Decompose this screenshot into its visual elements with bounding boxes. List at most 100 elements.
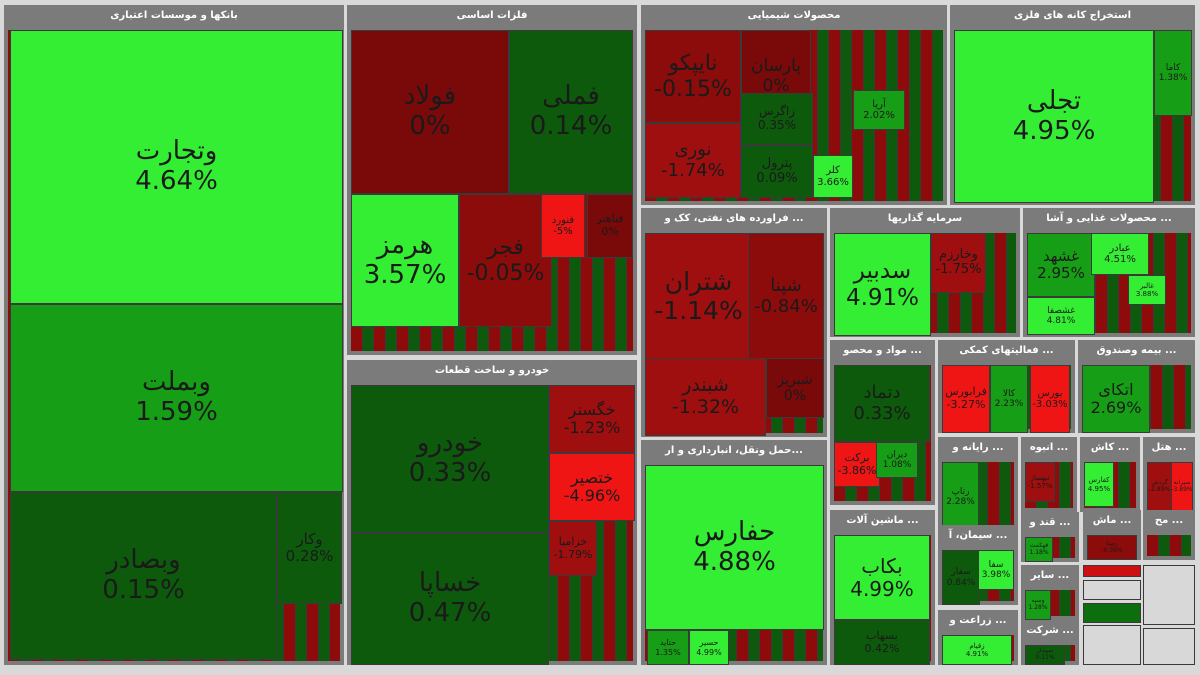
stock-tile[interactable]: برکت -3.86% [834, 442, 880, 487]
stock-name: شتران [664, 266, 733, 296]
stock-name: حسیر [699, 638, 719, 648]
stock-tile[interactable]: وسپه 1.28% [1025, 590, 1051, 620]
stock-name: فولاد [403, 81, 457, 112]
stock-change: 4.51% [1104, 254, 1136, 265]
stock-tile[interactable]: سپیدار 0.11% [1025, 645, 1065, 665]
stock-name: خودرو [416, 428, 484, 459]
stock-tile[interactable]: فجر -0.05% [459, 194, 552, 327]
sector-box: استخراج کانه های فلزی تجلی 4.95% کاما 1.38% [950, 5, 1195, 205]
stock-tile[interactable]: سفار 0.84% [942, 550, 980, 605]
stock-name: وبملت [142, 367, 211, 398]
stock-tile[interactable]: قهکمت 1.18% [1025, 537, 1053, 562]
stock-tile[interactable]: سفا 3.98% [978, 550, 1014, 590]
stock-tile[interactable]: دتماد 0.33% [834, 365, 930, 442]
stock-tile[interactable]: تجلی 4.95% [954, 30, 1154, 203]
stock-tile[interactable]: شپنا -0.84% [748, 233, 824, 360]
stock-tile[interactable]: ختصیر -4.96% [549, 453, 635, 521]
stock-tile[interactable]: کفارس 4.95% [1084, 462, 1114, 507]
stock-tile[interactable]: بسهاب 0.42% [834, 620, 930, 665]
stock-tile[interactable]: نایپکو -0.15% [645, 30, 741, 123]
stock-change: 0.84% [946, 577, 976, 588]
stock-tile[interactable]: نوری -1.74% [645, 123, 741, 198]
filler-cell [1143, 628, 1195, 665]
stock-tile[interactable]: وکار 0.28% [277, 492, 342, 604]
stock-tile[interactable]: خگستر -1.23% [549, 385, 635, 453]
stock-tile[interactable]: خزامیا -1.79% [549, 521, 597, 576]
stock-tile[interactable]: کاما 1.38% [1154, 30, 1192, 116]
stock-change: 1.35% [655, 647, 681, 657]
stock-tile[interactable]: ثبهساز -1.57% [1025, 462, 1055, 502]
stock-tile[interactable]: غشصفا 4.81% [1027, 297, 1095, 335]
sector-title: ... مح [1154, 515, 1184, 526]
stock-name: کالا [1002, 388, 1016, 399]
stock-change: 0% [783, 388, 807, 404]
stock-change: -0.15% [654, 76, 732, 102]
stock-tile[interactable]: خودرو 0.33% [351, 385, 549, 533]
stock-change: -1.74% [661, 159, 725, 181]
stock-change: 0.33% [408, 458, 492, 488]
stock-tile[interactable]: رمپنا -0.36% [1087, 535, 1137, 560]
stock-tile[interactable]: وتجارت 4.64% [10, 30, 343, 304]
stock-tile[interactable]: کلر 3.66% [813, 155, 853, 198]
stock-tile[interactable]: سپرانه -3.89% [1171, 462, 1193, 512]
stock-name: سفار [951, 567, 971, 578]
stock-tile[interactable]: وبملت 1.59% [10, 304, 343, 492]
stock-tile[interactable]: فولاد 0% [351, 30, 509, 194]
stock-tile[interactable]: دیران 1.08% [876, 442, 918, 478]
stock-change: 0.11% [1035, 654, 1055, 661]
stock-tile[interactable]: فنورد -5% [541, 194, 585, 258]
stock-name: فملی [542, 81, 600, 112]
stock-tile[interactable]: زاگرس 0.35% [741, 93, 813, 145]
stock-change: 0% [409, 111, 451, 141]
sector-box: ... هتل گردش -2.89% سپرانه -3.89% [1143, 437, 1195, 512]
stock-tile[interactable]: شبندر -1.32% [645, 358, 766, 436]
stock-tile[interactable]: شبریز 0% [766, 358, 824, 418]
stock-tile[interactable]: پترول 0.09% [741, 145, 813, 198]
sector-title: سرمایه گذاریها [887, 213, 963, 224]
stock-tile[interactable]: سدبیر 4.91% [834, 233, 931, 336]
sector-title: ... مواد و محصو [843, 345, 922, 356]
filler-cell [1083, 603, 1141, 623]
stock-tile[interactable]: حسیر 4.99% [689, 630, 729, 665]
stock-tile[interactable]: اتکای 2.69% [1082, 365, 1150, 433]
stock-name: سفا [988, 559, 1004, 570]
stock-tile[interactable]: فباهنر 0% [587, 194, 633, 258]
stock-tile[interactable]: هرمز 3.57% [351, 194, 459, 327]
stock-name: عبادر [1109, 242, 1131, 254]
stock-tile[interactable]: آریا 2.02% [853, 90, 905, 130]
stock-name: نوری [674, 138, 712, 160]
stock-change: 4.91% [845, 284, 920, 311]
stock-tile[interactable]: کالا 2.23% [990, 365, 1028, 433]
stock-tile[interactable]: عبادر 4.51% [1091, 233, 1149, 275]
stock-tile[interactable]: خساپا 0.47% [351, 533, 549, 665]
stock-change: 0% [762, 75, 790, 96]
sector-title: ... ماشین آلات [846, 515, 919, 526]
stock-name: دیران [886, 449, 908, 460]
stock-tile[interactable]: وخارزم -1.75% [931, 233, 986, 293]
stock-tile[interactable]: حفارس 4.88% [645, 465, 824, 630]
stock-tile[interactable]: فرابورس -3.27% [942, 365, 990, 433]
stock-tile[interactable]: بورس -3.03% [1030, 365, 1070, 433]
stock-name: پارسان [750, 55, 802, 76]
sector-box: ... مح [1143, 510, 1195, 560]
sector-title: ... انبوه [1029, 442, 1069, 453]
stock-tile[interactable]: غالبر 3.88% [1128, 275, 1166, 305]
stock-tile[interactable]: حتاید 1.35% [647, 630, 689, 665]
stock-change: 0.42% [864, 641, 900, 655]
stock-tile[interactable]: زقیام 4.91% [942, 635, 1012, 665]
stock-tile[interactable]: رتاپ 2.28% [942, 462, 979, 532]
stock-change: -0.84% [754, 295, 818, 317]
filler-cell [1143, 565, 1195, 625]
stock-tile[interactable]: غشهد 2.95% [1027, 233, 1095, 297]
stock-name: کفارس [1088, 476, 1110, 485]
stock-tile[interactable]: بکاب 4.99% [834, 535, 930, 620]
stock-name: رمپنا [1106, 539, 1118, 547]
stock-tile[interactable]: گردش -2.89% [1147, 462, 1172, 512]
stock-change: -3.03% [1032, 399, 1068, 410]
stock-tile[interactable]: شتران -1.14% [645, 233, 752, 360]
stock-change: 3.98% [981, 570, 1011, 580]
stock-tile[interactable]: فملی 0.14% [509, 30, 633, 194]
stock-name: خگستر [568, 399, 616, 419]
stock-name: شپنا [770, 274, 802, 296]
stock-tile[interactable]: وبصادر 0.15% [10, 492, 277, 660]
